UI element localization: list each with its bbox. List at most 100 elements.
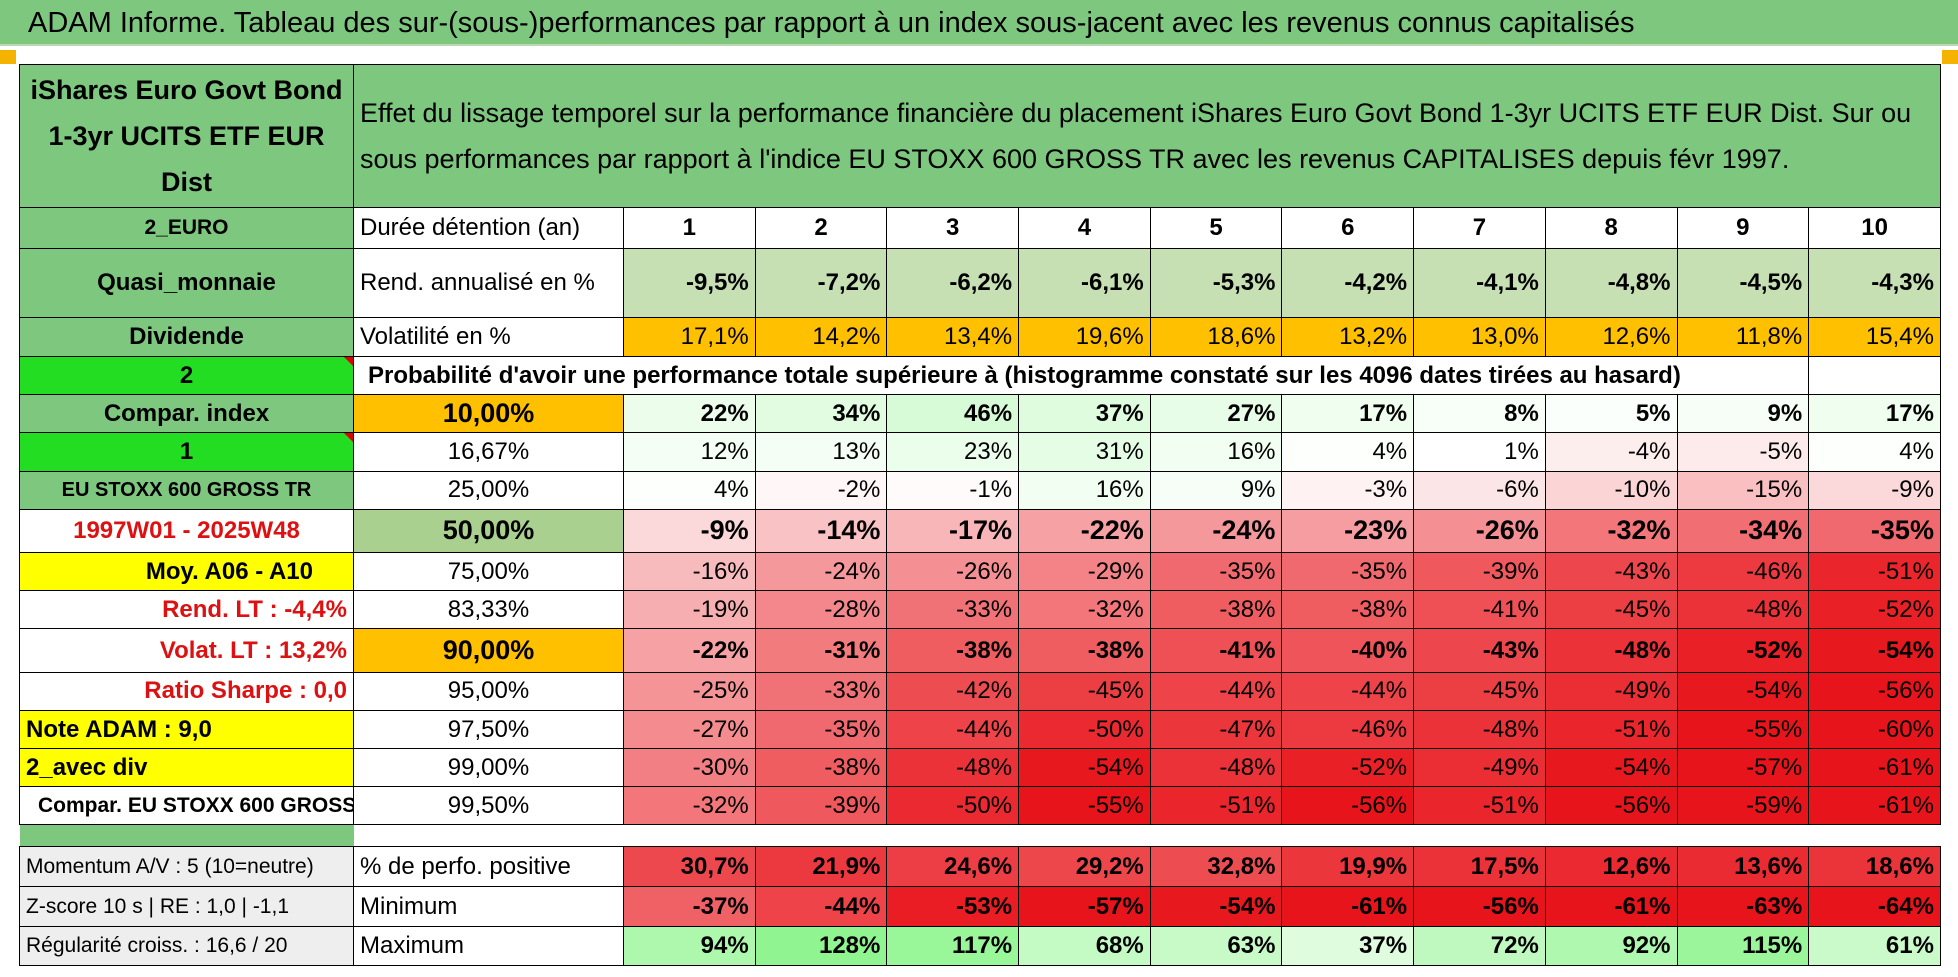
- stats-row: Momentum A/V : 5 (10=neutre)% de perfo. …: [19, 846, 1941, 888]
- return-value: -6,2%: [886, 247, 1020, 318]
- quantile-value: -54%: [1676, 671, 1810, 711]
- report-title: ADAM Informe. Tableau des sur-(sous-)per…: [0, 0, 1958, 46]
- empty-cell: [1808, 356, 1941, 396]
- quantile-value: -54%: [1544, 748, 1678, 788]
- quantile-value: -24%: [1149, 508, 1283, 554]
- quantile-value: -22%: [623, 628, 756, 673]
- quantile-value: -2%: [754, 470, 888, 510]
- quantile-value: 4%: [1808, 432, 1941, 472]
- quantile-value: -14%: [754, 508, 888, 554]
- separator-fill: [353, 824, 1941, 848]
- year-header: 7: [1413, 207, 1546, 249]
- quantile-row: 1997W01 - 2025W48 50,00% -9% -14% -17% -22% -2…: [19, 508, 1941, 554]
- volatility-label: Volatilité en %: [353, 316, 624, 358]
- volatility-value: 17,1%: [623, 316, 756, 358]
- quantile-value: -55%: [1018, 786, 1151, 826]
- return-value: -4,3%: [1808, 247, 1941, 318]
- quantile-value: -32%: [623, 786, 756, 826]
- stats-value: 68%: [1018, 925, 1151, 967]
- quantile-value: 23%: [886, 432, 1020, 472]
- stats-value: 94%: [623, 925, 756, 967]
- description: Effet du lissage temporel sur la perform…: [353, 63, 1941, 209]
- quantile-value: -26%: [886, 552, 1020, 592]
- quantile-percent: 75,00%: [353, 552, 624, 592]
- quantile-value: -48%: [886, 748, 1020, 788]
- quantile-side-label: 1: [19, 432, 354, 472]
- stats-value: 92%: [1544, 925, 1678, 967]
- quantile-value: -48%: [1413, 709, 1546, 750]
- year-header: 5: [1149, 207, 1283, 249]
- quantile-value: -38%: [1149, 590, 1283, 630]
- quantile-value: -30%: [623, 748, 756, 788]
- quantile-value: 17%: [1808, 394, 1941, 434]
- quantile-row: Compar. index 10,00% 22% 34% 46% 37% 27% 17% 8% 5…: [19, 394, 1941, 434]
- quantile-value: -42%: [886, 671, 1020, 711]
- quantile-value: -45%: [1544, 590, 1678, 630]
- stats-value: 128%: [754, 925, 888, 967]
- quantile-value: -44%: [1149, 671, 1283, 711]
- quantile-percent: 25,00%: [353, 470, 624, 510]
- quantile-percent: 99,00%: [353, 748, 624, 788]
- quantile-percent: 10,00%: [353, 394, 624, 434]
- quantile-value: -52%: [1808, 590, 1941, 630]
- quantile-value: -35%: [1149, 552, 1283, 592]
- quantile-row: Note ADAM : 9,0 97,50% -27% -35% -44% -50% -47…: [19, 709, 1941, 750]
- volatility-value: 19,6%: [1018, 316, 1151, 358]
- stats-value: 30,7%: [623, 846, 756, 888]
- quantile-value: 13%: [754, 432, 888, 472]
- quantile-value: -31%: [754, 628, 888, 673]
- quantile-value: -34%: [1676, 508, 1810, 554]
- stats-value: 13,6%: [1676, 846, 1810, 888]
- quantile-value: -35%: [1281, 552, 1415, 592]
- quantile-value: -46%: [1281, 709, 1415, 750]
- quantile-percent: 95,00%: [353, 671, 624, 711]
- stats-value: 12,6%: [1544, 846, 1678, 888]
- return-value: -7,2%: [754, 247, 888, 318]
- quantile-value: 34%: [754, 394, 888, 434]
- performance-table: iShares Euro Govt Bond 1-3yr UCITS ETF E…: [19, 63, 1941, 967]
- quantile-value: -3%: [1281, 470, 1415, 510]
- year-header: 3: [886, 207, 1020, 249]
- quantile-side-label: Volat. LT : 13,2%: [19, 628, 354, 673]
- quantile-value: -6%: [1413, 470, 1546, 510]
- stats-value: 29,2%: [1018, 846, 1151, 888]
- quantile-value: -61%: [1808, 748, 1941, 788]
- asset-class-label: Quasi_monnaie: [19, 247, 354, 318]
- quantile-side-label: EU STOXX 600 GROSS TR: [19, 470, 354, 510]
- quantile-value: -52%: [1281, 748, 1415, 788]
- quantile-value: -27%: [623, 709, 756, 750]
- return-value: -6,1%: [1018, 247, 1151, 318]
- quantile-value: -38%: [886, 628, 1020, 673]
- quantile-value: -45%: [1018, 671, 1151, 711]
- quantile-value: -32%: [1544, 508, 1678, 554]
- quantile-value: -24%: [754, 552, 888, 592]
- stats-value: 18,6%: [1808, 846, 1941, 888]
- holding-header-row: 2_EURO Durée détention (an) 1 2 3 4 5 6 7 8 9 10: [19, 207, 1941, 249]
- quantile-value: -56%: [1281, 786, 1415, 826]
- quantile-row: Volat. LT : 13,2% 90,00% -22% -31% -38% -38% -…: [19, 628, 1941, 673]
- quantile-row: 1 16,67% 12% 13% 23% 31% 16% 4% 1% -4% -5% 4%: [19, 432, 1941, 472]
- quantile-value: -4%: [1544, 432, 1678, 472]
- quantile-value: -56%: [1808, 671, 1941, 711]
- year-header: 10: [1808, 207, 1941, 249]
- quantile-row: EU STOXX 600 GROSS TR 25,00% 4% -2% -1% 16% 9%…: [19, 470, 1941, 510]
- quantile-value: -17%: [886, 508, 1020, 554]
- quantile-side-label: Compar. index: [19, 394, 354, 434]
- stats-value: 63%: [1149, 925, 1283, 967]
- return-value: -9,5%: [623, 247, 756, 318]
- quantile-side-label: Note ADAM : 9,0: [19, 709, 354, 750]
- volatility-value: 18,6%: [1149, 316, 1283, 358]
- quantile-value: -55%: [1676, 709, 1810, 750]
- quantile-side-label: Rend. LT : -4,4%: [19, 590, 354, 630]
- fund-header-row: iShares Euro Govt Bond 1-3yr UCITS ETF E…: [19, 63, 1941, 209]
- stats-side-label: Z-score 10 s | RE : 1,0 | -1,1: [19, 886, 354, 927]
- stats-value: -61%: [1281, 886, 1415, 927]
- return-value: -4,2%: [1281, 247, 1415, 318]
- stats-value: -54%: [1149, 886, 1283, 927]
- volatility-value: 13,0%: [1413, 316, 1546, 358]
- index-flag: 2: [19, 356, 354, 396]
- quantile-value: 8%: [1413, 394, 1546, 434]
- quantile-value: -5%: [1676, 432, 1810, 472]
- quantile-value: 27%: [1149, 394, 1283, 434]
- quantile-value: -51%: [1544, 709, 1678, 750]
